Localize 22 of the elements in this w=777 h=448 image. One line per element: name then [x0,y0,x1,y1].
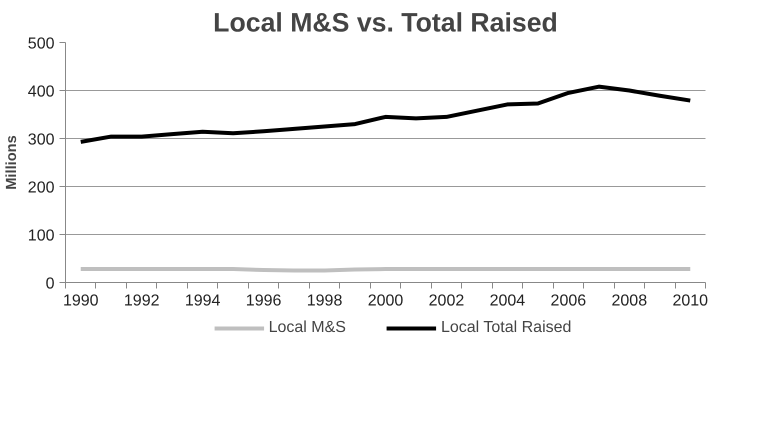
y-tick-label: 400 [28,84,55,100]
y-tick-label: 100 [28,228,55,244]
y-tick-label: 500 [28,36,55,52]
y-tick-label: 200 [28,180,55,196]
legend-label: Local M&S [268,319,346,337]
x-tick-label: 2006 [550,292,586,310]
x-tick-label: 1990 [62,292,99,310]
legend-label: Local Total Raised [440,319,572,337]
x-tick-label: 1994 [184,292,221,310]
line-series [78,84,692,144]
y-tick-label: 300 [28,132,55,148]
x-tick-label: 2002 [428,292,464,310]
y-tick-label: 0 [46,276,55,292]
x-tick-label: 2000 [368,292,404,310]
x-tick-label: 2010 [672,292,708,310]
x-tick-label: 1998 [306,292,342,310]
x-tick-label: 2008 [612,292,648,310]
x-tick-label: 1992 [124,292,160,310]
x-tick-label: 1996 [246,292,282,310]
chart-title: Local M&S vs. Total Raised [213,8,558,38]
x-tick-label: 2004 [490,292,526,310]
y-axis-title: Millions [4,135,20,190]
